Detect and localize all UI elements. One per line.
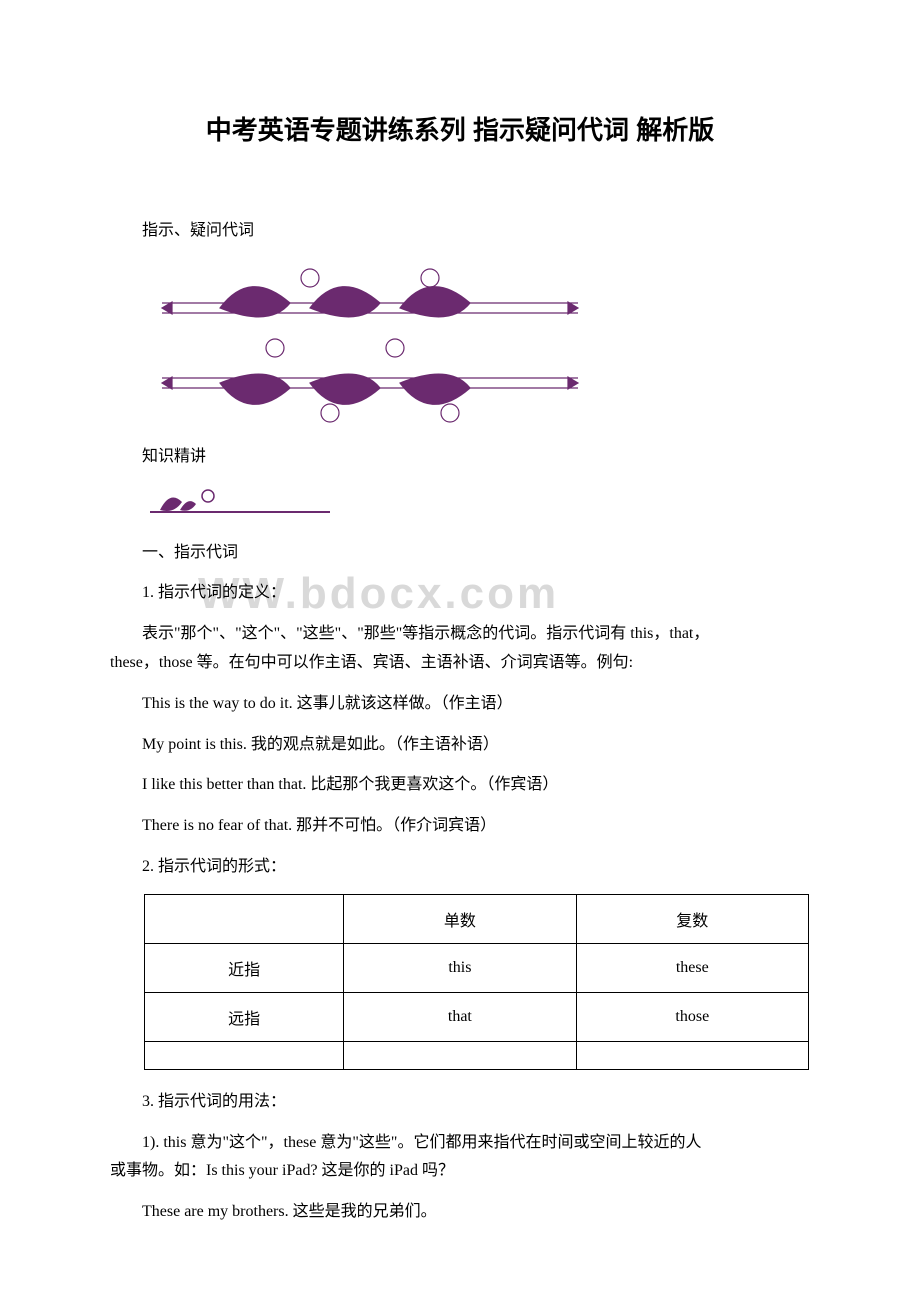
table-cell: 远指 xyxy=(145,992,344,1041)
example-3: I like this better than that. 比起那个我更喜欢这个… xyxy=(110,771,810,800)
definition-text-1: 表示"那个"、"这个"、"这些"、"那些"等指示概念的代词。指示代词有 this… xyxy=(110,620,810,649)
section-heading: 一、指示代词 xyxy=(110,539,810,568)
table-row: 远指 that those xyxy=(145,992,809,1041)
subtitle-pronouns: 指示、疑问代词 xyxy=(110,217,810,246)
table-cell: 单数 xyxy=(344,894,576,943)
example-5: These are my brothers. 这些是我的兄弟们。 xyxy=(110,1198,810,1227)
page-title: 中考英语专题讲练系列 指示疑问代词 解析版 xyxy=(110,110,810,147)
table-cell: those xyxy=(576,992,808,1041)
table-cell xyxy=(576,1041,808,1069)
table-cell: this xyxy=(344,943,576,992)
subtitle-knowledge: 知识精讲 xyxy=(110,443,810,472)
pronoun-forms-table: 单数 复数 近指 this these 远指 that those xyxy=(144,894,809,1070)
definition-text-2: these，those 等。在句中可以作主语、宾语、主语补语、介词宾语等。例句: xyxy=(110,649,810,678)
table-cell xyxy=(145,894,344,943)
forms-label: 2. 指示代词的形式： xyxy=(110,853,810,882)
usage-text-2: 或事物。如：Is this your iPad? 这是你的 iPad 吗？ xyxy=(110,1157,810,1186)
table-cell: that xyxy=(344,992,576,1041)
definition-label: 1. 指示代词的定义： xyxy=(110,579,810,608)
table-cell xyxy=(344,1041,576,1069)
decorative-ornament-small xyxy=(150,484,810,521)
table-cell: these xyxy=(576,943,808,992)
table-cell: 复数 xyxy=(576,894,808,943)
table-row-empty xyxy=(145,1041,809,1069)
usage-text-1: 1). this 意为"这个"，these 意为"这些"。它们都用来指代在时间或… xyxy=(110,1129,810,1158)
table-row: 单数 复数 xyxy=(145,894,809,943)
example-1: This is the way to do it. 这事儿就该这样做。（作主语） xyxy=(110,690,810,719)
usage-label: 3. 指示代词的用法： xyxy=(110,1088,810,1117)
table-row: 近指 this these xyxy=(145,943,809,992)
decorative-ornament-large xyxy=(150,258,810,433)
table-cell xyxy=(145,1041,344,1069)
example-2: My point is this. 我的观点就是如此。（作主语补语） xyxy=(110,731,810,760)
example-4: There is no fear of that. 那并不可怕。（作介词宾语） xyxy=(110,812,810,841)
table-cell: 近指 xyxy=(145,943,344,992)
